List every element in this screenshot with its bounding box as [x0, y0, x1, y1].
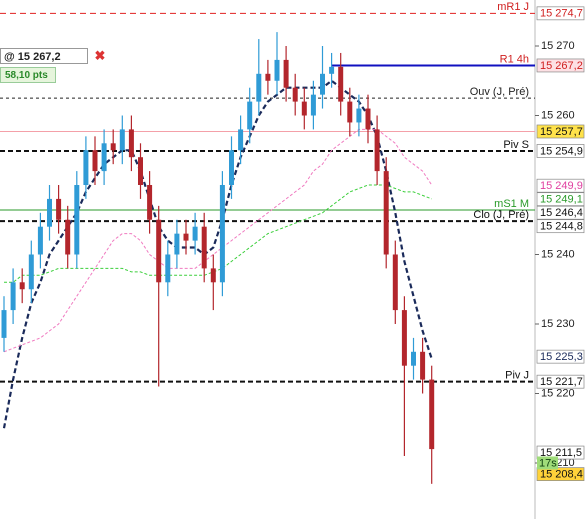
- price-tag: [536, 124, 585, 139]
- price-tag: [536, 219, 585, 234]
- close-position-button[interactable]: ✖: [94, 48, 106, 63]
- candle-body: [128, 129, 134, 158]
- price-tag-label: 15 274,7: [540, 8, 583, 20]
- position-price: @ 15 267,2: [0, 48, 88, 64]
- candle-body: [19, 282, 25, 290]
- candle-body: [56, 198, 62, 220]
- price-tag: [536, 58, 585, 73]
- price-tag: [536, 349, 585, 364]
- candle-body: [83, 150, 89, 185]
- candle-body: [92, 150, 98, 172]
- candle-body: [147, 184, 153, 220]
- candle-body: [110, 143, 116, 151]
- candle-body: [65, 219, 71, 255]
- price-tag: [536, 205, 585, 220]
- level-label: R1 4h: [500, 53, 529, 65]
- price-tag: [536, 445, 585, 460]
- price-tag: [536, 374, 585, 389]
- candle-body: [74, 184, 80, 255]
- candle-body: [320, 73, 325, 95]
- candle-body: [401, 310, 407, 366]
- moving-average: [3, 128, 433, 353]
- candle-body: [310, 94, 316, 116]
- candle-body: [274, 59, 280, 81]
- price-tag-label: 15 225,3: [540, 351, 583, 363]
- level-label: Clo (J, Pré): [473, 209, 529, 221]
- price-tag-label: 15 221,7: [540, 376, 583, 388]
- candle-body: [429, 379, 435, 450]
- moving-average: [4, 184, 432, 283]
- candle-body: [229, 150, 234, 185]
- level-label: mS1 M: [494, 198, 529, 210]
- price-tag-label: 15 249,1: [540, 194, 583, 206]
- candle-body: [37, 226, 43, 255]
- position-points: 58,10 pts: [0, 67, 56, 83]
- y-tick-label: 15 230: [541, 318, 575, 330]
- y-tick-label: 15 240: [541, 248, 575, 260]
- price-tag: [536, 6, 585, 21]
- price-tag: [536, 144, 585, 158]
- candle-body: [138, 157, 143, 185]
- level-label: mR1 J: [497, 1, 529, 13]
- candle-body: [156, 219, 162, 283]
- price-tag-label: 15 257,7: [540, 126, 583, 138]
- candle-body: [265, 73, 271, 81]
- price-tag-label: 15 254,9: [540, 145, 583, 157]
- candle-body: [411, 351, 416, 366]
- price-tag-label: 15 246,4: [540, 207, 583, 219]
- candle-body: [383, 171, 389, 255]
- candle-body: [338, 66, 344, 102]
- candle-body: [356, 108, 362, 123]
- price-tag-label: 15 249,9: [540, 180, 583, 192]
- y-tick-label: 15 270: [541, 40, 575, 52]
- candle-body: [219, 184, 225, 283]
- price-tag: [536, 178, 585, 193]
- candle-body: [329, 66, 335, 74]
- candle-body: [101, 143, 107, 172]
- candle-body: [247, 101, 253, 130]
- candle-body: [192, 226, 198, 241]
- level-label: Piv J: [505, 370, 529, 382]
- price-tag: [536, 467, 585, 481]
- y-tick-label: 15 220: [541, 387, 575, 399]
- candle-body: [174, 233, 180, 255]
- candle-body: [420, 351, 426, 380]
- candle-body: [292, 87, 298, 102]
- price-tag-label: 15 211,5: [540, 447, 582, 459]
- candle-body: [47, 198, 52, 227]
- candle-body: [210, 268, 216, 283]
- candle-body: [238, 129, 244, 151]
- level-label: Piv S: [503, 139, 529, 151]
- countdown-label: 17s: [539, 457, 557, 469]
- candle-body: [365, 108, 371, 130]
- candle-body: [201, 226, 207, 269]
- candle-body: [1, 310, 7, 338]
- price-tag-label: 15 208,4: [540, 469, 583, 481]
- candle-body: [10, 282, 16, 311]
- price-tag-label: 15 267,2: [540, 60, 583, 72]
- candle-body: [183, 233, 189, 241]
- candle-body: [119, 129, 125, 151]
- level-label: Ouv (J, Pré): [470, 86, 529, 98]
- candle-body: [165, 254, 171, 283]
- y-tick-label: 15 260: [541, 109, 575, 121]
- candle-body: [283, 59, 289, 88]
- price-tag-label: 15 244,8: [540, 221, 583, 233]
- candle-body: [392, 254, 398, 311]
- candle-body: [347, 101, 353, 123]
- candle-body: [374, 129, 380, 172]
- price-axis-background: [535, 0, 585, 519]
- countdown-badge: [537, 456, 558, 470]
- price-tag: [536, 192, 585, 207]
- candle-body: [28, 254, 34, 290]
- candle-body: [256, 73, 262, 102]
- candle-body: [301, 101, 307, 116]
